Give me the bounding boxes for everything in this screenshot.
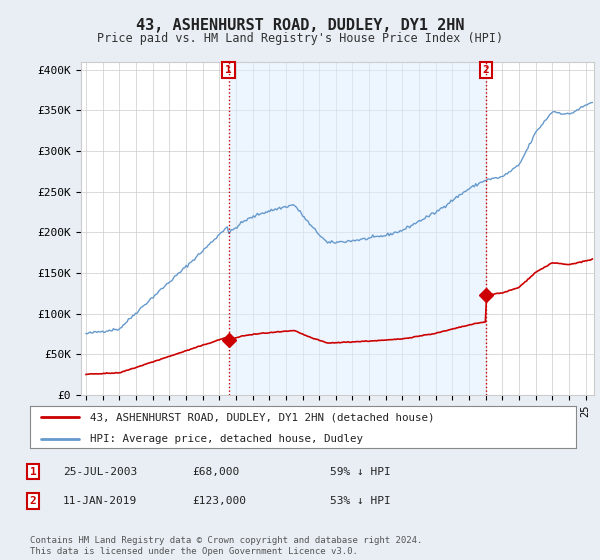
Text: 2: 2: [483, 65, 490, 75]
Text: 43, ASHENHURST ROAD, DUDLEY, DY1 2HN (detached house): 43, ASHENHURST ROAD, DUDLEY, DY1 2HN (de…: [90, 412, 434, 422]
Text: 25-JUL-2003: 25-JUL-2003: [63, 466, 137, 477]
Text: 1: 1: [225, 65, 232, 75]
Text: HPI: Average price, detached house, Dudley: HPI: Average price, detached house, Dudl…: [90, 434, 363, 444]
Text: Price paid vs. HM Land Registry's House Price Index (HPI): Price paid vs. HM Land Registry's House …: [97, 32, 503, 45]
Text: 53% ↓ HPI: 53% ↓ HPI: [330, 496, 391, 506]
Text: 43, ASHENHURST ROAD, DUDLEY, DY1 2HN: 43, ASHENHURST ROAD, DUDLEY, DY1 2HN: [136, 18, 464, 33]
Text: 2: 2: [29, 496, 37, 506]
Text: 59% ↓ HPI: 59% ↓ HPI: [330, 466, 391, 477]
Text: 1: 1: [29, 466, 37, 477]
Text: £123,000: £123,000: [192, 496, 246, 506]
Text: Contains HM Land Registry data © Crown copyright and database right 2024.
This d: Contains HM Land Registry data © Crown c…: [30, 536, 422, 556]
Text: £68,000: £68,000: [192, 466, 239, 477]
Text: 11-JAN-2019: 11-JAN-2019: [63, 496, 137, 506]
Bar: [229, 62, 486, 395]
